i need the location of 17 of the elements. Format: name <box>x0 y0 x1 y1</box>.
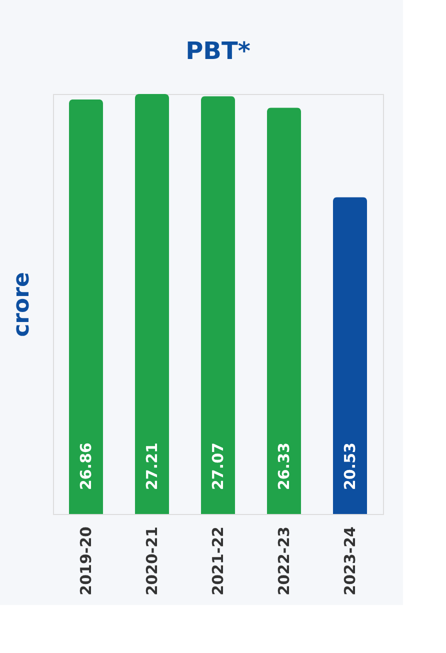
data-label: 26.33 <box>275 442 293 490</box>
x-tick-label: 2022-23 <box>275 526 293 596</box>
bar <box>69 99 103 514</box>
data-label: 27.21 <box>143 442 161 490</box>
bar <box>333 197 367 514</box>
bar <box>267 108 301 514</box>
x-tick-label: 2019-20 <box>77 526 95 596</box>
x-tick-label: 2020-21 <box>143 526 161 596</box>
x-tick-label: 2023-24 <box>341 526 359 596</box>
x-tick-label: 2021-22 <box>209 526 227 596</box>
data-label: 27.07 <box>209 442 227 490</box>
bar <box>135 94 169 514</box>
data-label: 26.86 <box>77 442 95 490</box>
y-axis-title: crore <box>10 272 34 337</box>
chart-title: PBT* <box>186 37 251 65</box>
bar <box>201 96 235 514</box>
data-label: 20.53 <box>341 442 359 490</box>
